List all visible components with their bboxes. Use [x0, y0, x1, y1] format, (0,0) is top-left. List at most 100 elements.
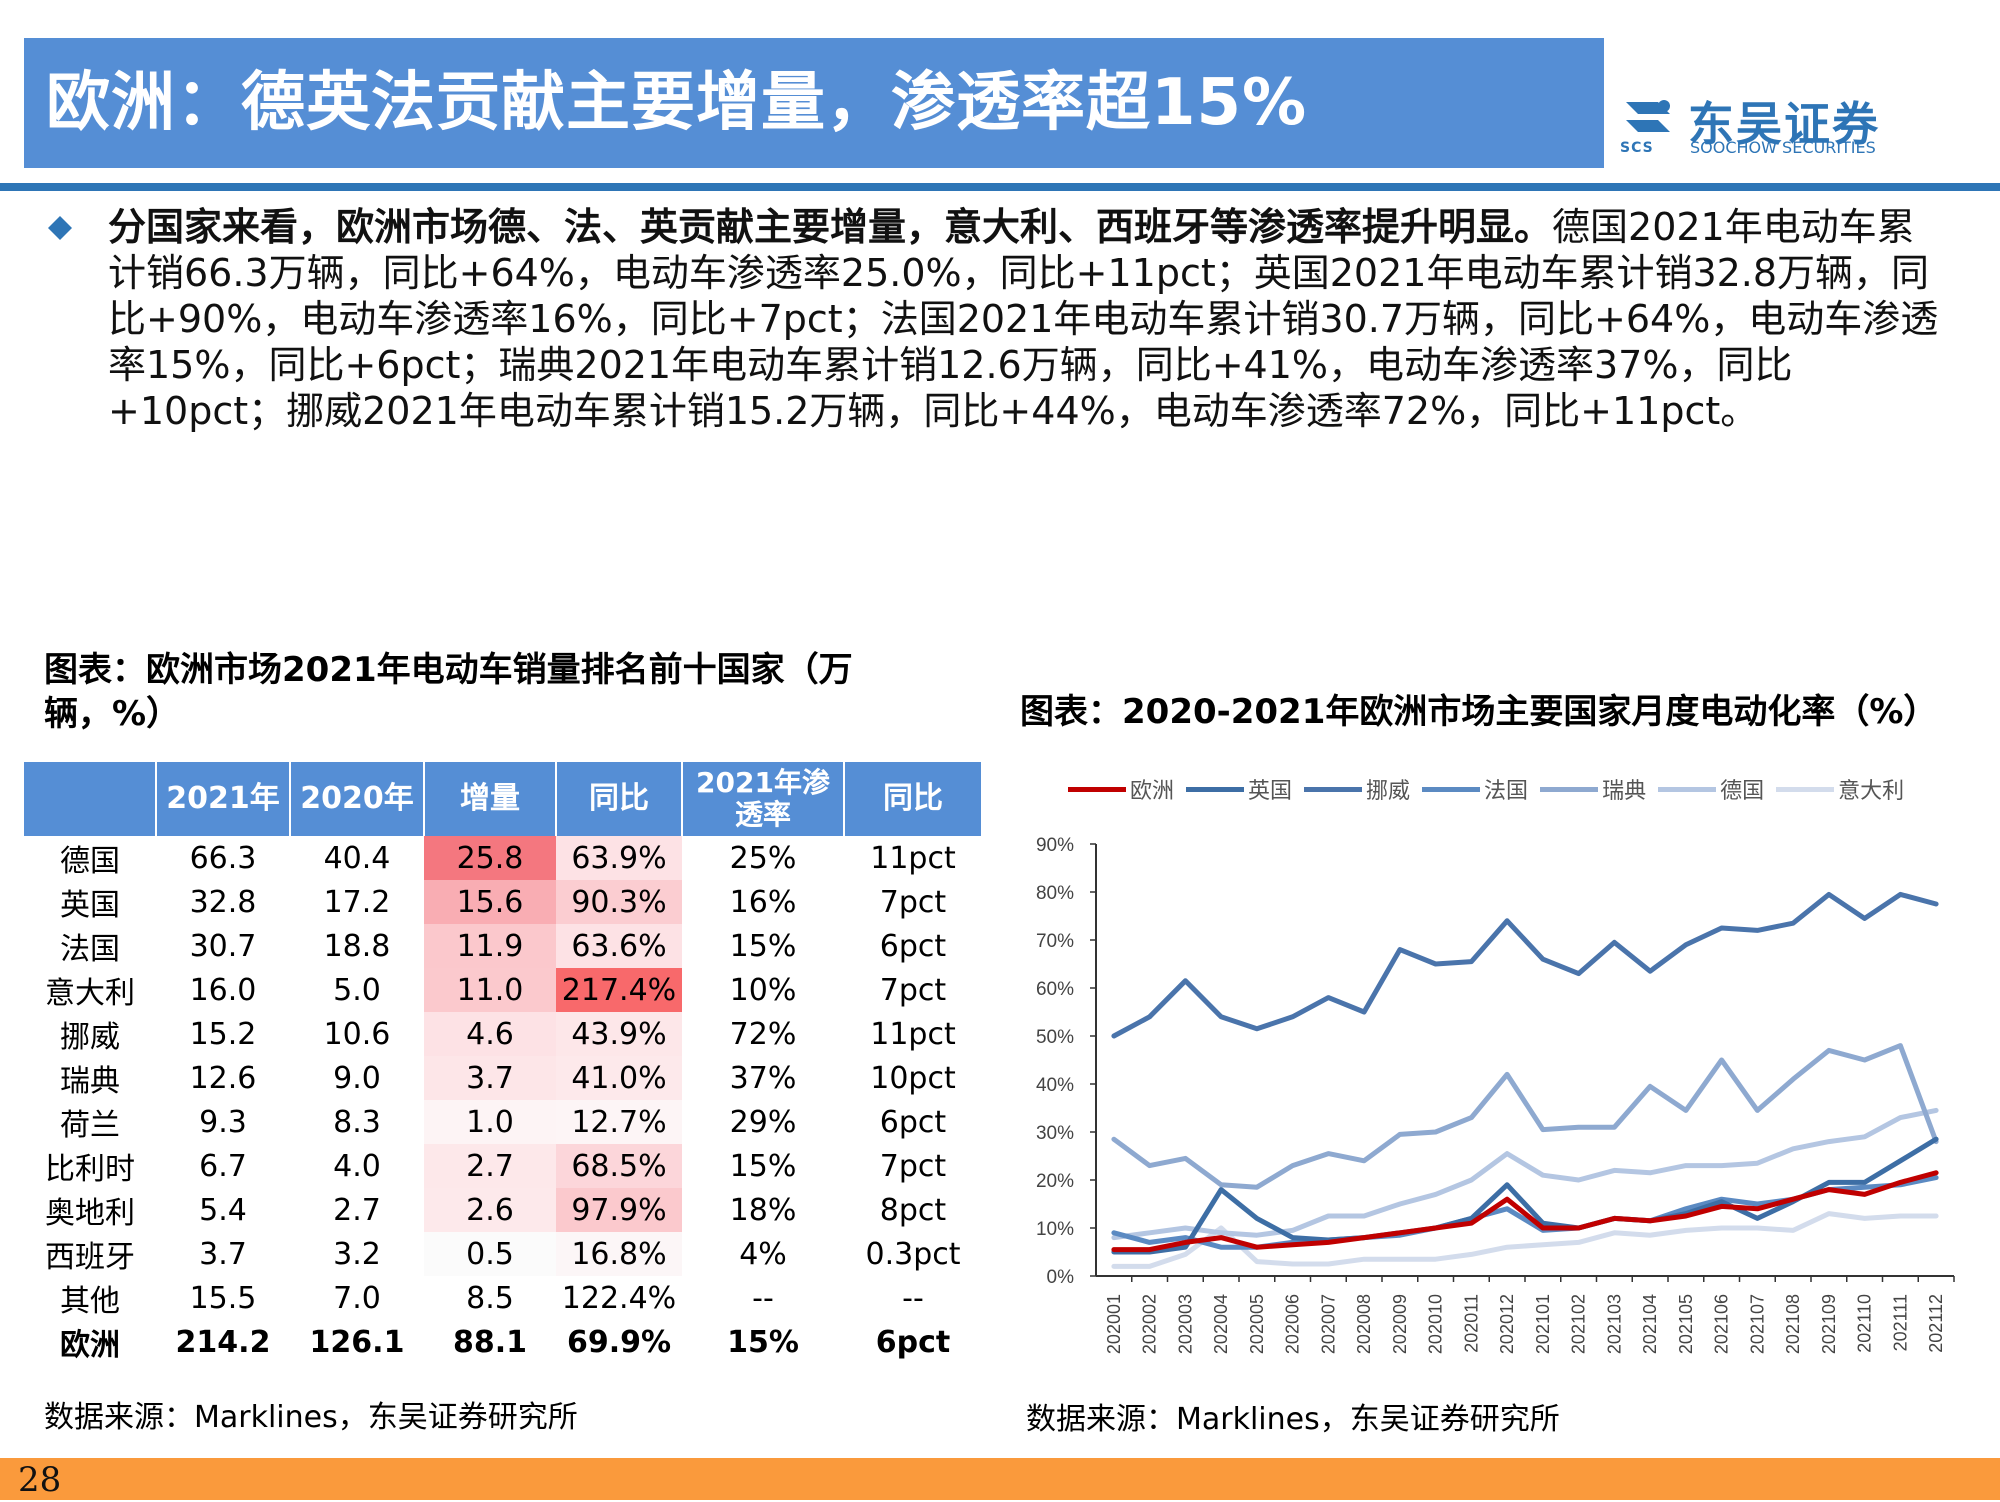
table-row: 瑞典 12.6 9.0 3.7 41.0% 37% 10pct — [24, 1056, 982, 1100]
footer-bar — [0, 1458, 2000, 1500]
table-row: 欧洲 214.2 126.1 88.1 69.9% 15% 6pct — [24, 1320, 982, 1364]
x-tick-label: 202105 — [1676, 1294, 1696, 1354]
series-line-欧洲 — [1111, 1170, 1939, 1253]
table-cell-pen_yoy: 8pct — [879, 1192, 947, 1228]
table-cell-pen_yoy: 11pct — [870, 840, 956, 876]
y-tick-label: 60% — [1036, 979, 1074, 1000]
y-tick-label: 0% — [1047, 1267, 1075, 1288]
table-cell-pen: 16% — [729, 884, 797, 920]
legend-label: 英国 — [1248, 779, 1293, 804]
table-cell-y2021: 214.2 — [175, 1324, 271, 1360]
table-cell-yoy: 97.9% — [556, 1188, 682, 1232]
table-row: 其他 15.5 7.0 8.5 122.4% -- -- — [24, 1276, 982, 1320]
table-cell-country: 荷兰 — [60, 1108, 120, 1143]
y-tick-label: 10% — [1036, 1219, 1074, 1240]
series-line-瑞典 — [1111, 1043, 1939, 1190]
legend-label: 意大利 — [1838, 779, 1905, 804]
legend-swatch — [1422, 786, 1481, 792]
table-cell-yoy: 12.7% — [556, 1100, 682, 1144]
table-caption: 图表：欧洲市场2021年电动车销量排名前十国家（万辆，%） — [44, 650, 853, 734]
page-title: 欧洲：德英法贡献主要增量，渗透率超15% — [46, 66, 1308, 140]
series-line-意大利 — [1111, 1211, 1939, 1269]
table-cell-yoy: 43.9% — [556, 1012, 682, 1056]
table-cell-pen: 37% — [729, 1060, 797, 1096]
legend-swatch — [1304, 786, 1363, 792]
table-cell-y2020: 17.2 — [323, 884, 391, 920]
table-cell-inc: 8.5 — [466, 1280, 514, 1316]
table-cell-pen: 25% — [729, 840, 797, 876]
penetration-line-chart: 0% 10% 20% 30% 40% 50% 60% 70% 80% 90% 202001 20200… — [1036, 835, 1955, 1354]
summary-paragraph: 分国家来看，欧洲市场德、法、英贡献主要增量，意大利、西班牙等渗透率提升明显。德国… — [108, 204, 1948, 434]
table-cell-pen: 4% — [739, 1236, 787, 1272]
table-cell-country: 挪威 — [60, 1020, 120, 1055]
summary-body: 德国2021年电动车累计销66.3万辆，同比+64%，电动车渗透率25.0%，同… — [108, 205, 1939, 433]
chart-legend: 欧洲 英国 挪威 法国 瑞典 德国 意大利 — [1068, 774, 1916, 804]
table-cell-y2020: 8.3 — [333, 1104, 381, 1140]
table-cell-inc: 2.6 — [424, 1188, 556, 1232]
table-cell-y2020: 7.0 — [333, 1280, 381, 1316]
table-cell-country: 欧洲 — [60, 1328, 120, 1363]
table-cell-inc: 3.7 — [424, 1056, 556, 1100]
x-tick-label: 202002 — [1140, 1294, 1160, 1354]
company-logo: SCS 东吴证券 SOOCHOW SECURITIES — [1618, 88, 1898, 160]
table-cell-y2021: 5.4 — [199, 1192, 247, 1228]
legend-swatch — [1540, 786, 1599, 792]
table-cell-country: 西班牙 — [45, 1240, 135, 1275]
legend-swatch — [1776, 786, 1835, 792]
table-cell-pen_yoy: 0.3pct — [865, 1236, 961, 1272]
table-cell-yoy: 16.8% — [556, 1232, 682, 1276]
table-cell-y2020: 9.0 — [333, 1060, 381, 1096]
table-cell-y2020: 126.1 — [309, 1324, 405, 1360]
table-cell-country: 法国 — [60, 932, 120, 967]
x-tick-label: 202010 — [1426, 1294, 1446, 1354]
table-cell-yoy: 217.4% — [556, 968, 682, 1012]
x-tick-label: 202104 — [1640, 1294, 1660, 1354]
legend-item: 英国 — [1186, 773, 1292, 805]
table-cell-pen: 15% — [727, 1324, 799, 1360]
table-row: 比利时 6.7 4.0 2.7 68.5% 15% 7pct — [24, 1144, 982, 1188]
col-header: 同比 — [844, 762, 983, 836]
col-header: 2021年 — [156, 762, 291, 836]
legend-label: 欧洲 — [1130, 779, 1175, 804]
table-cell-inc: 88.1 — [452, 1324, 528, 1360]
x-tick-label: 202109 — [1819, 1294, 1839, 1354]
x-tick-label: 202003 — [1175, 1294, 1195, 1354]
col-header — [24, 762, 157, 836]
table-cell-y2020: 2.7 — [333, 1192, 381, 1228]
x-tick-label: 202011 — [1461, 1294, 1481, 1353]
legend-swatch — [1068, 786, 1126, 792]
table-cell-y2020: 18.8 — [323, 928, 391, 964]
x-tick-label: 202006 — [1283, 1294, 1303, 1354]
x-tick-label: 202103 — [1604, 1294, 1624, 1354]
table-cell-country: 英国 — [60, 888, 120, 923]
diamond-bullet-icon — [48, 216, 72, 240]
table-row: 意大利 16.0 5.0 11.0 217.4% 10% 7pct — [24, 968, 982, 1012]
table-cell-country: 意大利 — [45, 976, 135, 1011]
summary-lead: 分国家来看，欧洲市场德、法、英贡献主要增量，意大利、西班牙等渗透率提升明显。 — [108, 205, 1553, 249]
table-cell-country: 奥地利 — [45, 1196, 135, 1231]
x-tick-label: 202008 — [1354, 1294, 1374, 1354]
logo-abbr: SCS — [1620, 140, 1654, 156]
legend-item: 欧洲 — [1068, 773, 1174, 805]
table-cell-yoy: 68.5% — [556, 1144, 682, 1188]
table-cell-y2021: 9.3 — [199, 1104, 247, 1140]
table-cell-y2021: 66.3 — [189, 840, 257, 876]
table-cell-pen: 29% — [729, 1104, 797, 1140]
legend-label: 德国 — [1720, 779, 1765, 804]
y-tick-label: 40% — [1036, 1075, 1074, 1096]
table-row: 德国 66.3 40.4 25.8 63.9% 25% 11pct — [24, 836, 982, 880]
table-cell-inc: 1.0 — [424, 1100, 556, 1144]
table-cell-y2020: 4.0 — [333, 1148, 381, 1184]
table-cell-y2020: 40.4 — [323, 840, 391, 876]
table-cell-pen_yoy: 10pct — [870, 1060, 956, 1096]
x-tick-label: 202001 — [1104, 1294, 1124, 1354]
table-cell-y2021: 16.0 — [189, 972, 257, 1008]
header-divider — [0, 183, 2000, 191]
col-header: 增量 — [424, 762, 557, 836]
table-row: 挪威 15.2 10.6 4.6 43.9% 72% 11pct — [24, 1012, 982, 1056]
table-cell-inc: 11.9 — [424, 924, 556, 968]
col-header: 2021年渗透率 — [682, 762, 845, 836]
table-row: 荷兰 9.3 8.3 1.0 12.7% 29% 6pct — [24, 1100, 982, 1144]
legend-item: 意大利 — [1776, 773, 1904, 805]
logo-en-text: SOOCHOW SECURITIES — [1690, 138, 1876, 157]
